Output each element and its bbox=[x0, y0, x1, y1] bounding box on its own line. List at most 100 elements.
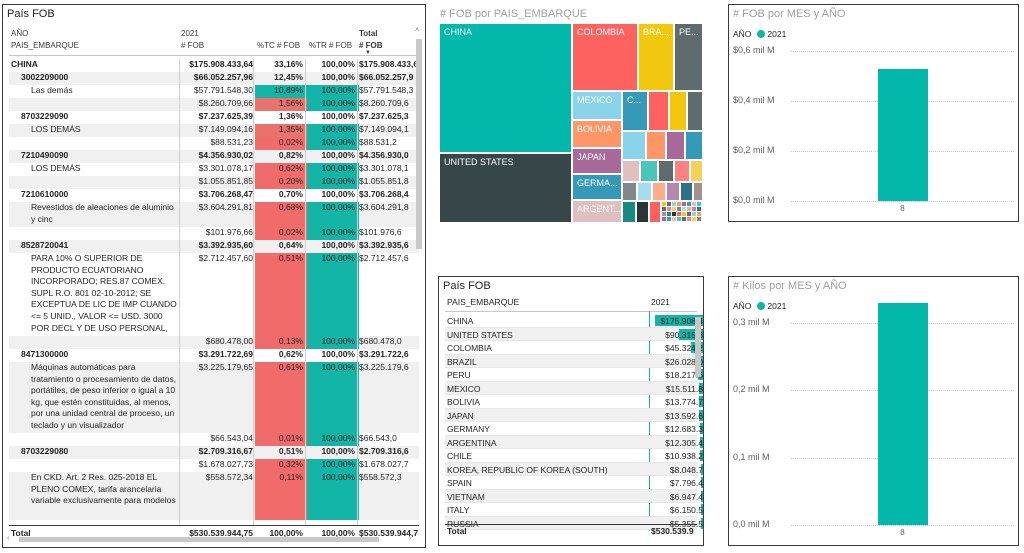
matrix-hscroll-thumb[interactable] bbox=[19, 537, 379, 542]
treemap-tile-brazil[interactable]: BRA... bbox=[639, 24, 673, 90]
matrix-visual[interactable]: País FOB AÑO PAIS_EMBARQUE 2021 # FOB %T… bbox=[2, 4, 426, 548]
table-row[interactable]: 8528720041 $3.392.935,60 0,64% 100,00% $3.39… bbox=[9, 240, 419, 253]
treemap-tile[interactable] bbox=[687, 202, 691, 206]
treemap-tile[interactable] bbox=[650, 202, 660, 222]
treemap-tile[interactable] bbox=[677, 212, 681, 216]
treemap-tile-peru[interactable]: PE... bbox=[675, 24, 702, 90]
small-header-year[interactable]: 2021 bbox=[651, 297, 670, 307]
treemap-tile[interactable] bbox=[677, 217, 681, 221]
scroll-left-icon[interactable]: ‹ bbox=[7, 535, 10, 542]
table-row[interactable]: $1.678.027,73 0,32% 100,00% $1.678.027,7 bbox=[9, 459, 419, 472]
table-row[interactable]: CHILE $10.938.2 bbox=[445, 449, 703, 463]
treemap-tile[interactable] bbox=[647, 132, 665, 159]
treemap-tile[interactable] bbox=[688, 92, 702, 130]
header-total-fob[interactable]: # FOB bbox=[359, 41, 383, 50]
treemap-tile[interactable] bbox=[692, 202, 696, 206]
table-row[interactable]: UNITED STATES $90.315.8 bbox=[445, 327, 703, 341]
treemap-tile[interactable] bbox=[697, 207, 701, 211]
scroll-right-icon[interactable]: › bbox=[408, 535, 411, 542]
table-row[interactable]: LOS DEMÁS $3.301.078,17 0,62% 100,00% $3.301… bbox=[9, 163, 419, 176]
treemap-tile[interactable] bbox=[623, 183, 636, 200]
header-tc[interactable]: %TC # FOB bbox=[257, 41, 301, 50]
small-header-pais[interactable]: PAIS_EMBARQUE bbox=[447, 297, 520, 307]
treemap-tile-mexico[interactable]: MEXICO bbox=[573, 92, 621, 119]
table-row[interactable]: $101.976,66 0,02% 100,00% $101.976,6 bbox=[9, 227, 419, 240]
table-row[interactable]: JAPAN $13.592.6 bbox=[445, 408, 703, 422]
table-row[interactable]: COLOMBIA $45.324.2 bbox=[445, 341, 703, 355]
header-tr[interactable]: %TR # FOB bbox=[309, 41, 353, 50]
table-row[interactable]: PERU $18.217.6 bbox=[445, 368, 703, 382]
treemap-tile[interactable] bbox=[682, 212, 686, 216]
treemap-tile[interactable] bbox=[670, 92, 686, 130]
legend-item[interactable]: 2021 bbox=[767, 301, 787, 311]
treemap-tile[interactable] bbox=[692, 207, 696, 211]
country-fob-table[interactable]: País FOB PAIS_EMBARQUE 2021 CHINA $175.90… bbox=[438, 276, 704, 546]
fob-by-month-chart[interactable]: # FOB por MES y AÑO AÑO 2021 $0,6 mil M $0… bbox=[728, 4, 1019, 222]
treemap-tile[interactable] bbox=[692, 217, 696, 221]
treemap-tile[interactable] bbox=[662, 217, 666, 221]
treemap-tile[interactable] bbox=[686, 132, 702, 159]
treemap-tile-germany[interactable]: GERMA... bbox=[573, 175, 621, 199]
treemap-tile[interactable] bbox=[677, 207, 681, 211]
treemap-tile[interactable] bbox=[623, 161, 639, 181]
treemap-tile[interactable] bbox=[677, 202, 681, 206]
treemap-tile[interactable] bbox=[667, 217, 671, 221]
treemap-tile-colombia[interactable]: COLOMBIA bbox=[573, 24, 637, 90]
treemap-tile[interactable] bbox=[697, 212, 701, 216]
treemap-tile[interactable] bbox=[637, 202, 648, 222]
treemap-tile[interactable] bbox=[672, 212, 676, 216]
treemap-tile[interactable] bbox=[623, 132, 645, 159]
table-row[interactable]: Las demás $57.791.548,30 10,89% 100,00% $57.… bbox=[9, 85, 419, 98]
treemap-tile[interactable] bbox=[694, 183, 702, 200]
treemap-tile[interactable] bbox=[667, 132, 684, 159]
treemap-tile[interactable] bbox=[672, 217, 676, 221]
treemap-tile-united-states[interactable]: UNITED STATES bbox=[440, 154, 571, 222]
treemap-tile[interactable] bbox=[672, 202, 676, 206]
treemap-tile[interactable] bbox=[682, 217, 686, 221]
treemap-tile[interactable] bbox=[662, 207, 666, 211]
table-row[interactable]: GERMANY $12.683.3 bbox=[445, 422, 703, 436]
treemap-tile[interactable] bbox=[687, 207, 691, 211]
treemap-tile[interactable] bbox=[649, 92, 668, 130]
treemap-tile[interactable] bbox=[653, 183, 665, 200]
table-row[interactable]: 3002209000 $66.052.257,96 12,45% 100,00% $66… bbox=[9, 72, 419, 85]
treemap-tile[interactable] bbox=[667, 207, 671, 211]
treemap-tile[interactable] bbox=[681, 183, 692, 200]
table-row[interactable]: LOS DEMÁS $7.149.094,16 1,35% 100,00% $7.149… bbox=[9, 124, 419, 137]
table-row[interactable]: 7210490090 $4.356.930,02 0,82% 100,00% $4.35… bbox=[9, 150, 419, 163]
treemap-tile[interactable] bbox=[697, 202, 701, 206]
treemap-tile[interactable] bbox=[682, 202, 686, 206]
treemap-tile[interactable] bbox=[667, 212, 671, 216]
treemap-tile[interactable] bbox=[659, 161, 673, 181]
table-row[interactable]: CHINA $175.908.4 bbox=[445, 314, 703, 328]
table-row[interactable]: $66.543,04 0,01% 100,00% $66.543,0 bbox=[9, 433, 419, 446]
treemap-tile[interactable] bbox=[682, 207, 686, 211]
treemap-tile-chile[interactable]: C... bbox=[623, 92, 647, 130]
treemap-tile[interactable] bbox=[667, 183, 679, 200]
small-table-scrollbar[interactable] bbox=[695, 313, 701, 523]
table-row[interactable]: ITALY $6.150.5 bbox=[445, 503, 703, 517]
table-row[interactable]: $88.531,23 0,02% 100,00% $88.531,2 bbox=[9, 137, 419, 150]
kilos-by-month-chart[interactable]: # Kilos por MES y AÑO AÑO 2021 0,3 mil M 0… bbox=[728, 276, 1019, 546]
table-row[interactable]: BOLIVIA $13.774.7 bbox=[445, 395, 703, 409]
column-bar[interactable] bbox=[877, 68, 928, 201]
table-row[interactable]: 8703229090 $7.237.625,39 1,36% 100,00% $7.23… bbox=[9, 111, 419, 124]
matrix-vertical-scrollbar[interactable]: ˄ bbox=[415, 27, 423, 530]
header-pais[interactable]: PAIS_EMBARQUE bbox=[11, 41, 79, 50]
header-fob[interactable]: # FOB bbox=[181, 41, 205, 50]
legend-item[interactable]: 2021 bbox=[767, 29, 787, 39]
treemap-tile[interactable] bbox=[641, 161, 657, 181]
table-row[interactable]: $8.260.709,66 1,56% 100,00% $8.260.709,6 bbox=[9, 98, 419, 111]
sort-arrow-icon[interactable]: ▼ bbox=[365, 50, 371, 56]
table-row[interactable]: $1.055.851,85 0,20% 100,00% $1.055.851,8 bbox=[9, 176, 419, 189]
treemap-tile-japan[interactable]: JAPAN bbox=[573, 149, 621, 173]
table-row[interactable]: CHINA $175.908.433,64 33,16% 100,00% $175.90… bbox=[9, 59, 419, 72]
treemap-tile[interactable] bbox=[692, 212, 696, 216]
treemap-tile[interactable] bbox=[667, 202, 671, 206]
treemap-tile[interactable] bbox=[638, 183, 651, 200]
table-row[interactable]: Máquinas automáticas para tratamiento o … bbox=[9, 362, 419, 433]
treemap-tile[interactable] bbox=[672, 207, 676, 211]
table-row[interactable]: $680.478,00 0,13% 100,00% $680.478,0 bbox=[9, 336, 419, 349]
matrix-horizontal-scrollbar[interactable]: ‹ › bbox=[7, 535, 411, 543]
treemap-tile-bolivia[interactable]: BOLIVIA bbox=[573, 121, 621, 147]
